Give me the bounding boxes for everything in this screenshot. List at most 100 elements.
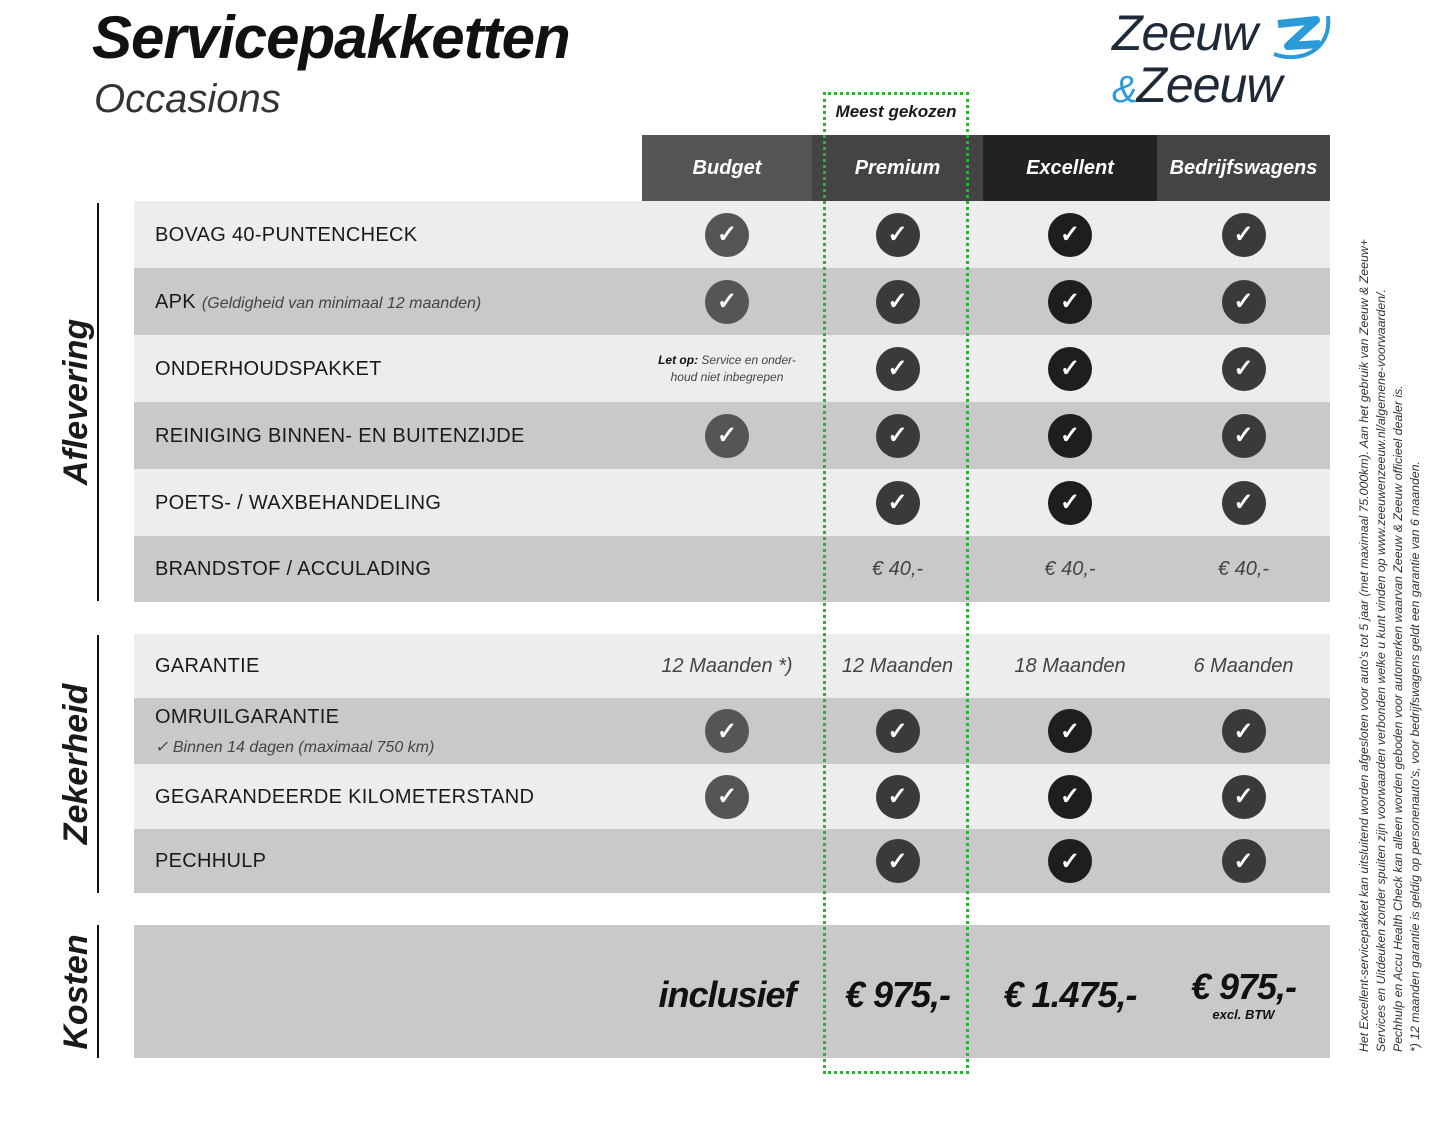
table-cell: ✓ — [983, 764, 1157, 829]
row-label-text: OMRUILGARANTIE — [155, 706, 340, 728]
check-icon: ✓ — [875, 839, 920, 883]
check-icon: ✓ — [1048, 413, 1092, 458]
table-cell: ✓ — [983, 268, 1157, 335]
table-cell: ✓ — [1157, 402, 1330, 469]
table-cell: inclusief — [642, 925, 812, 1058]
check-icon: ✓ — [705, 212, 749, 257]
table-cell: ✓ — [812, 201, 983, 268]
row-label: POETS- / WAXBEHANDELING — [155, 490, 441, 516]
table-cell: ✓ — [983, 201, 1157, 268]
table-cell: ✓ — [983, 402, 1157, 469]
most-chosen-label: Meest gekozen — [835, 102, 957, 121]
footnote: *) 12 maanden garantie is geldig op pers… — [1408, 461, 1422, 1052]
check-icon: ✓ — [875, 212, 920, 257]
table-cell: € 40,- — [812, 536, 983, 602]
row-label: APK (Geldigheid van minimaal 12 maanden) — [155, 289, 481, 317]
table-cell: 18 Maanden — [983, 634, 1157, 698]
check-icon: ✓ — [705, 413, 749, 458]
row-label-text: ONDERHOUDSPAKKET — [155, 357, 382, 380]
column-header-premium: Premium — [812, 135, 983, 201]
row-label: OMRUILGARANTIE — [155, 704, 339, 730]
check-icon: ✓ — [705, 774, 749, 819]
check-icon: ✓ — [875, 346, 920, 391]
table-row: REINIGING BINNEN- EN BUITENZIJDE ✓ ✓ ✓ ✓ — [134, 402, 1330, 469]
check-icon: ✓ — [1221, 413, 1266, 458]
table-cell: ✓ — [642, 201, 812, 268]
column-header-excellent: Excellent — [983, 135, 1157, 201]
row-label-detail: (Geldigheid van minimaal 12 maanden) — [201, 294, 482, 312]
section-divider-line — [97, 203, 99, 601]
check-icon: ✓ — [1221, 839, 1266, 883]
table-cell: 6 Maanden — [1157, 634, 1330, 698]
row-label-text: GEGARANDEERDE KILOMETERSTAND — [155, 785, 535, 808]
table-row: inclusief € 975,- € 1.475,- € 975,- excl. BT… — [134, 925, 1330, 1058]
section-divider-line — [97, 635, 99, 893]
table-cell: ✓ — [1157, 764, 1330, 829]
table-cell: ✓ — [983, 698, 1157, 764]
table-row: BOVAG 40-PUNTENCHECK ✓ ✓ ✓ ✓ — [134, 201, 1330, 268]
check-icon: ✓ — [1048, 212, 1092, 257]
row-label-text: POETS- / WAXBEHANDELING — [155, 491, 442, 514]
table-cell — [642, 469, 812, 536]
table-row: APK (Geldigheid van minimaal 12 maanden) ✓… — [134, 268, 1330, 335]
table-cell: 12 Maanden — [812, 634, 983, 698]
price-value: € 975,- — [1190, 965, 1297, 1007]
price-value: inclusief — [658, 973, 796, 1015]
table-cell: ✓ — [812, 698, 983, 764]
row-label: BRANDSTOF / ACCULADING — [155, 556, 431, 582]
logo-line2: Zeeuw — [1136, 57, 1282, 113]
cell-value: 12 Maanden *) — [661, 654, 793, 677]
table-cell: ✓ — [983, 335, 1157, 402]
price-block: inclusief — [658, 973, 796, 1015]
check-icon: ✓ — [875, 413, 920, 458]
row-label-text: APK — [155, 290, 196, 313]
table-cell: ✓ — [812, 335, 983, 402]
row-label-detail: ✓ Binnen 14 dagen (maximaal 750 km) — [155, 739, 435, 756]
logo-ampersand: & — [1112, 69, 1137, 111]
cell-value: € 40,- — [1044, 557, 1096, 580]
table-cell: ✓ — [1157, 268, 1330, 335]
check-icon: ✓ — [1221, 480, 1266, 525]
table-cell: ✓ — [812, 764, 983, 829]
check-icon: ✓ — [1221, 212, 1266, 257]
table-row: GARANTIE 12 Maanden *) 12 Maanden 18 Maande… — [134, 634, 1330, 698]
check-icon: ✓ — [875, 279, 920, 324]
check-icon: ✓ — [875, 480, 920, 525]
row-label-text: BOVAG 40-PUNTENCHECK — [155, 223, 418, 246]
table-cell: ✓ — [642, 402, 812, 469]
table-cell: ✓ — [1157, 829, 1330, 893]
row-label: ONDERHOUDSPAKKET — [155, 356, 382, 382]
row-label-text: PECHHULP — [155, 850, 267, 872]
logo-z-swoosh-icon — [1273, 15, 1331, 60]
table-cell: ✓ — [1157, 201, 1330, 268]
cell-note: Let op: Service en onder-houd niet inbeg… — [652, 352, 802, 386]
table-cell: € 975,- excl. BTW — [1157, 925, 1330, 1058]
table-cell: ✓ — [642, 268, 812, 335]
footnote: Pechhulp en Accu Health Check kan alleen… — [1391, 385, 1405, 1052]
column-header-budget: Budget — [642, 135, 812, 201]
table-cell: ✓ — [1157, 335, 1330, 402]
check-icon: ✓ — [875, 709, 920, 753]
price-value: € 1.475,- — [1003, 973, 1137, 1015]
footnotes: Het Excellent-servicepakket kan uitsluit… — [1356, 12, 1424, 1052]
check-icon: ✓ — [1048, 346, 1092, 391]
table-row: ONDERHOUDSPAKKET Let op: Service en onder… — [134, 335, 1330, 402]
price-block: € 975,- excl. BTW — [1190, 965, 1297, 1023]
row-label: GEGARANDEERDE KILOMETERSTAND — [155, 784, 534, 810]
table-cell: ✓ — [642, 698, 812, 764]
check-icon: ✓ — [1221, 279, 1266, 324]
table-cell: € 40,- — [1157, 536, 1330, 602]
section-label-kosten: Kosten — [57, 933, 95, 1050]
check-icon: ✓ — [1221, 774, 1266, 819]
section-divider-line — [97, 925, 99, 1058]
cell-value: 12 Maanden — [841, 654, 954, 677]
check-icon: ✓ — [1048, 774, 1092, 819]
price-value: € 975,- — [844, 973, 951, 1015]
table-cell: ✓ — [983, 469, 1157, 536]
cell-value: € 40,- — [1217, 557, 1270, 580]
row-label-text: GARANTIE — [155, 655, 260, 677]
price-note: excl. BTW — [1212, 1006, 1275, 1022]
brand-logo: Zeeuw &Zeeuw — [1110, 8, 1335, 113]
table-cell: € 975,- — [812, 925, 983, 1058]
check-icon: ✓ — [1048, 279, 1092, 324]
